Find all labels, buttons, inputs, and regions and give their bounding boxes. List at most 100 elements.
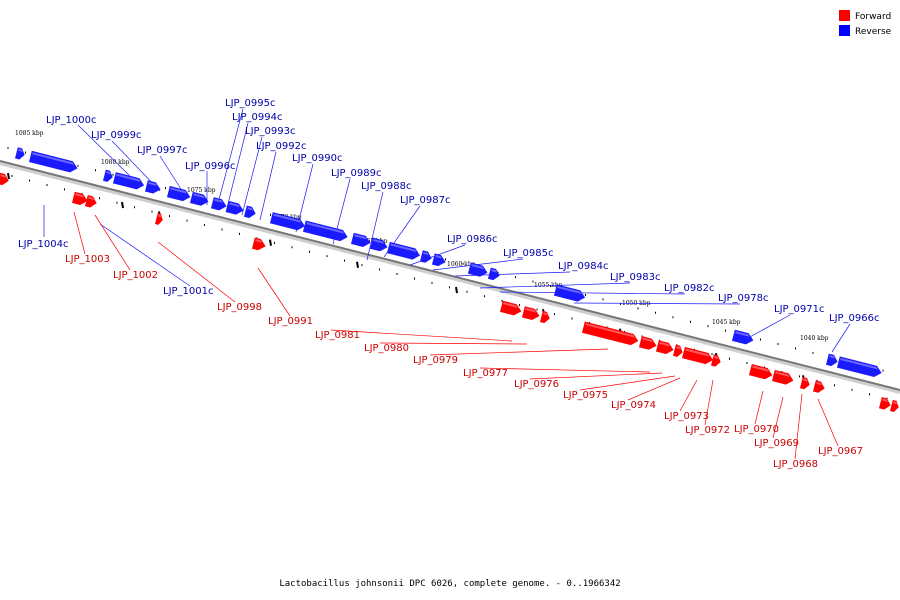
- gene-arrow[interactable]: [812, 380, 825, 394]
- gene-arrow[interactable]: [386, 241, 421, 261]
- gene-arrow[interactable]: [166, 185, 191, 202]
- gene-arrow[interactable]: [154, 212, 164, 225]
- gene-reverse[interactable]: [225, 200, 244, 216]
- gene-label-reverse[interactable]: LJP_0984c: [558, 261, 609, 272]
- gene-forward[interactable]: [84, 195, 97, 208]
- gene-arrow[interactable]: [771, 369, 794, 386]
- gene-forward[interactable]: [681, 346, 714, 365]
- gene-reverse[interactable]: [431, 253, 446, 268]
- gene-reverse[interactable]: [14, 147, 25, 161]
- gene-reverse[interactable]: [102, 169, 113, 183]
- gene-forward[interactable]: [672, 344, 683, 358]
- gene-forward[interactable]: [889, 399, 899, 413]
- gene-forward[interactable]: [748, 364, 773, 380]
- gene-reverse[interactable]: [419, 250, 432, 264]
- gene-arrow[interactable]: [499, 300, 522, 317]
- gene-reverse[interactable]: [112, 172, 145, 191]
- gene-arrow[interactable]: [302, 220, 348, 243]
- gene-label-reverse[interactable]: LJP_1001c: [163, 286, 214, 297]
- gene-arrow[interactable]: [102, 169, 113, 183]
- gene-label-reverse[interactable]: LJP_0989c: [331, 168, 382, 179]
- gene-arrow[interactable]: [710, 354, 721, 368]
- gene-label-forward[interactable]: LJP_1003: [65, 254, 110, 265]
- gene-forward[interactable]: [154, 212, 164, 225]
- gene-label-forward[interactable]: LJP_0981: [315, 330, 360, 341]
- gene-arrow[interactable]: [878, 397, 891, 410]
- gene-arrow[interactable]: [269, 212, 306, 231]
- gene-arrow[interactable]: [539, 310, 550, 324]
- gene-reverse[interactable]: [731, 329, 754, 346]
- gene-arrow[interactable]: [225, 200, 244, 216]
- gene-arrow[interactable]: [521, 306, 540, 322]
- gene-label-reverse[interactable]: LJP_1004c: [18, 239, 69, 250]
- gene-label-reverse[interactable]: LJP_0978c: [718, 293, 769, 304]
- gene-label-forward[interactable]: LJP_1002: [113, 270, 158, 281]
- gene-arrow[interactable]: [251, 237, 266, 252]
- gene-label-forward[interactable]: LJP_0972: [685, 425, 730, 436]
- gene-reverse[interactable]: [28, 150, 78, 173]
- gene-arrow[interactable]: [825, 353, 838, 367]
- gene-forward[interactable]: [0, 172, 10, 186]
- gene-arrow[interactable]: [748, 364, 773, 380]
- gene-forward[interactable]: [771, 369, 794, 386]
- gene-label-reverse[interactable]: LJP_0993c: [245, 126, 296, 137]
- gene-arrow[interactable]: [84, 195, 97, 208]
- gene-arrow[interactable]: [799, 377, 810, 390]
- gene-arrow[interactable]: [672, 344, 683, 358]
- gene-label-forward[interactable]: LJP_0980: [364, 343, 409, 354]
- gene-arrow[interactable]: [243, 205, 256, 219]
- gene-label-forward[interactable]: LJP_0968: [773, 459, 818, 470]
- gene-arrow[interactable]: [681, 346, 714, 365]
- gene-label-reverse[interactable]: LJP_0992c: [256, 141, 307, 152]
- gene-reverse[interactable]: [210, 197, 227, 211]
- gene-forward[interactable]: [251, 237, 266, 252]
- gene-arrow[interactable]: [655, 340, 674, 356]
- gene-forward[interactable]: [710, 354, 721, 368]
- gene-arrow[interactable]: [553, 284, 586, 303]
- gene-label-reverse[interactable]: LJP_0988c: [361, 181, 412, 192]
- gene-reverse[interactable]: [467, 262, 488, 278]
- gene-label-forward[interactable]: LJP_0974: [611, 400, 656, 411]
- gene-reverse[interactable]: [836, 356, 882, 379]
- gene-arrow[interactable]: [112, 172, 145, 191]
- gene-arrow[interactable]: [419, 250, 432, 264]
- gene-label-reverse[interactable]: LJP_0982c: [664, 283, 715, 294]
- gene-label-reverse[interactable]: LJP_0990c: [292, 153, 343, 164]
- gene-label-reverse[interactable]: LJP_0985c: [503, 248, 554, 259]
- gene-forward[interactable]: [581, 321, 639, 346]
- gene-arrow[interactable]: [369, 237, 388, 253]
- gene-reverse[interactable]: [350, 232, 371, 248]
- gene-arrow[interactable]: [467, 262, 488, 278]
- gene-label-forward[interactable]: LJP_0998: [217, 302, 262, 313]
- gene-label-reverse[interactable]: LJP_0987c: [400, 195, 451, 206]
- gene-label-forward[interactable]: LJP_0991: [268, 316, 313, 327]
- gene-forward[interactable]: [638, 336, 657, 351]
- gene-forward[interactable]: [71, 191, 88, 206]
- gene-label-forward[interactable]: LJP_0977: [463, 368, 508, 379]
- gene-reverse[interactable]: [144, 180, 161, 195]
- gene-label-reverse[interactable]: LJP_0983c: [610, 272, 661, 283]
- gene-arrow[interactable]: [144, 180, 161, 195]
- gene-forward[interactable]: [655, 340, 674, 356]
- gene-forward[interactable]: [799, 377, 810, 390]
- gene-arrow[interactable]: [0, 172, 10, 186]
- gene-forward[interactable]: [812, 380, 825, 394]
- gene-label-forward[interactable]: LJP_0973: [664, 411, 709, 422]
- gene-label-forward[interactable]: LJP_0975: [563, 390, 608, 401]
- gene-reverse[interactable]: [487, 267, 500, 281]
- gene-label-reverse[interactable]: LJP_0995c: [225, 98, 276, 109]
- gene-forward[interactable]: [499, 300, 522, 317]
- gene-arrow[interactable]: [836, 356, 882, 379]
- gene-arrow[interactable]: [431, 253, 446, 268]
- gene-reverse[interactable]: [386, 241, 421, 261]
- gene-label-forward[interactable]: LJP_0967: [818, 446, 863, 457]
- gene-reverse[interactable]: [243, 205, 256, 219]
- gene-label-forward[interactable]: LJP_0979: [413, 355, 458, 366]
- gene-forward[interactable]: [878, 397, 891, 410]
- gene-arrow[interactable]: [210, 197, 227, 211]
- gene-reverse[interactable]: [302, 220, 348, 243]
- gene-arrow[interactable]: [14, 147, 25, 161]
- gene-arrow[interactable]: [487, 267, 500, 281]
- gene-reverse[interactable]: [189, 191, 209, 207]
- gene-arrow[interactable]: [350, 232, 371, 248]
